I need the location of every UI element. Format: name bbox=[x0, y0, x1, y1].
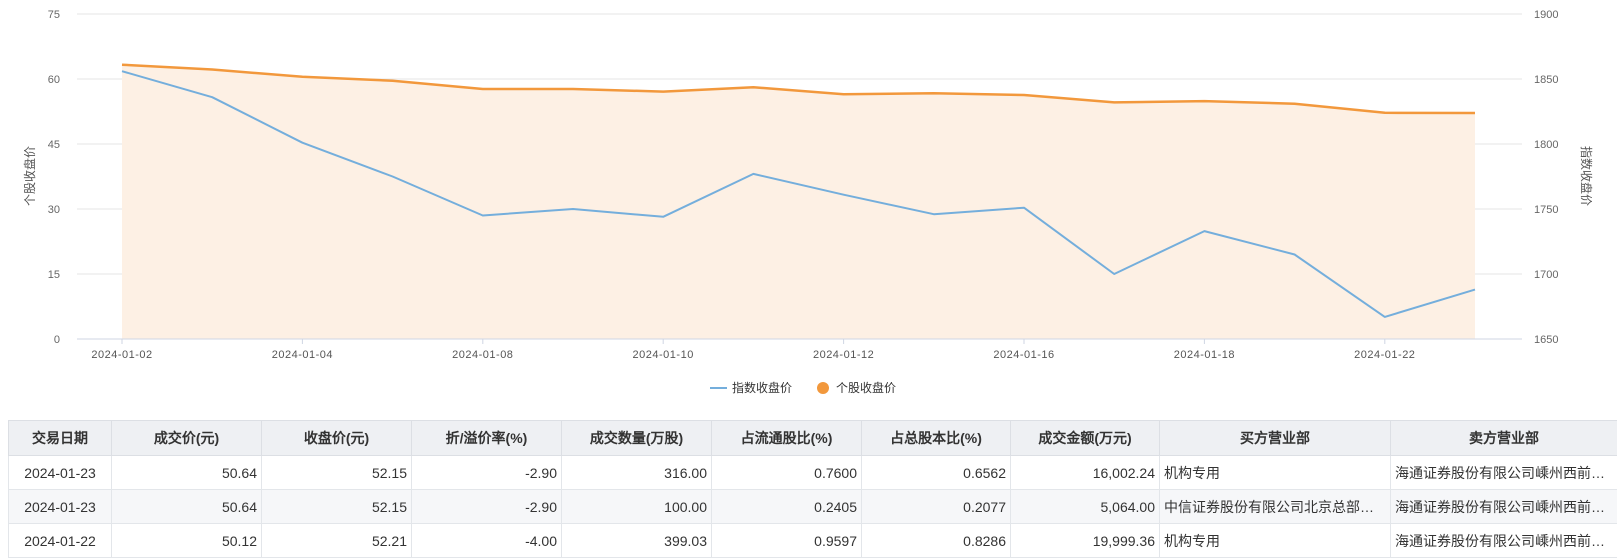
x-tick-label: 2024-01-02 bbox=[91, 349, 152, 361]
x-tick-label: 2024-01-16 bbox=[993, 349, 1054, 361]
legend-item-stock[interactable]: 个股收盘价 bbox=[817, 380, 896, 395]
y-right-tick-label: 1850 bbox=[1534, 74, 1558, 86]
table-cell: 0.7600 bbox=[712, 456, 862, 490]
column-header[interactable]: 买方营业部 bbox=[1160, 421, 1391, 456]
column-header[interactable]: 卖方营业部 bbox=[1391, 421, 1617, 456]
table-cell: -4.00 bbox=[412, 524, 562, 558]
table-cell: -2.90 bbox=[412, 456, 562, 490]
table-cell: 50.64 bbox=[112, 456, 262, 490]
column-header[interactable]: 占总股本比(%) bbox=[862, 421, 1011, 456]
y-right-tick-label: 1700 bbox=[1534, 269, 1558, 281]
table-cell: 0.2405 bbox=[712, 490, 862, 524]
table-cell: 16,002.24 bbox=[1011, 456, 1160, 490]
y-left-tick-label: 30 bbox=[48, 204, 60, 216]
y-left-tick-label: 75 bbox=[48, 9, 60, 21]
table-cell: 0.6562 bbox=[862, 456, 1011, 490]
legend-item-index[interactable]: 指数收盘价 bbox=[710, 380, 792, 395]
y-left-tick-label: 45 bbox=[48, 139, 60, 151]
table-cell: 海通证券股份有限公司嵊州西前街证券营业部 bbox=[1391, 524, 1617, 558]
table-cell: 2024-01-23 bbox=[9, 490, 112, 524]
y-left-tick-label: 15 bbox=[48, 269, 60, 281]
table-cell: 0.8286 bbox=[862, 524, 1011, 558]
block-trade-table: 交易日期成交价(元)收盘价(元)折/溢价率(%)成交数量(万股)占流通股比(%)… bbox=[8, 420, 1617, 558]
table-cell: 19,999.36 bbox=[1011, 524, 1160, 558]
table-cell: 5,064.00 bbox=[1011, 490, 1160, 524]
y-left-tick-label: 60 bbox=[48, 74, 60, 86]
table-cell: 316.00 bbox=[562, 456, 712, 490]
column-header[interactable]: 成交金额(万元) bbox=[1011, 421, 1160, 456]
column-header[interactable]: 交易日期 bbox=[9, 421, 112, 456]
y-right-tick-label: 1800 bbox=[1534, 139, 1558, 151]
chart-axes bbox=[77, 339, 1522, 344]
table-cell: 52.21 bbox=[262, 524, 412, 558]
legend-label-index: 指数收盘价 bbox=[732, 380, 792, 395]
table-cell: 52.15 bbox=[262, 456, 412, 490]
table-cell: 海通证券股份有限公司嵊州西前街证券营业部 bbox=[1391, 490, 1617, 524]
column-header[interactable]: 收盘价(元) bbox=[262, 421, 412, 456]
table-cell: 50.64 bbox=[112, 490, 262, 524]
table-cell: 399.03 bbox=[562, 524, 712, 558]
price-chart: 0 15 30 45 60 75 1650 1700 1750 1800 1850 1900 2024-… bbox=[0, 0, 1617, 410]
table-cell: 中信证券股份有限公司北京总部证券营业部 bbox=[1160, 490, 1391, 524]
x-tick-label: 2024-01-18 bbox=[1174, 349, 1235, 361]
y-axis-right-title: 指数收盘价 bbox=[1579, 146, 1594, 206]
x-tick-label: 2024-01-12 bbox=[813, 349, 874, 361]
table-cell: 52.15 bbox=[262, 490, 412, 524]
table-cell: 机构专用 bbox=[1160, 456, 1391, 490]
x-tick-label: 2024-01-10 bbox=[633, 349, 694, 361]
table-cell: -2.90 bbox=[412, 490, 562, 524]
y-right-tick-label: 1900 bbox=[1534, 9, 1558, 21]
x-tick-label: 2024-01-08 bbox=[452, 349, 513, 361]
column-header[interactable]: 折/溢价率(%) bbox=[412, 421, 562, 456]
table-cell: 0.2077 bbox=[862, 490, 1011, 524]
table-cell: 机构专用 bbox=[1160, 524, 1391, 558]
legend-label-stock: 个股收盘价 bbox=[836, 380, 896, 395]
chart-legend[interactable]: 指数收盘价 个股收盘价 bbox=[710, 380, 896, 395]
table-header-row: 交易日期成交价(元)收盘价(元)折/溢价率(%)成交数量(万股)占流通股比(%)… bbox=[9, 421, 1617, 456]
table-cell: 2024-01-23 bbox=[9, 456, 112, 490]
x-tick-label: 2024-01-22 bbox=[1354, 349, 1415, 361]
stock-area-fill bbox=[122, 65, 1475, 339]
table-cell: 海通证券股份有限公司嵊州西前街证券营业部 bbox=[1391, 456, 1617, 490]
y-right-tick-label: 1650 bbox=[1534, 334, 1558, 346]
y-axis-left-title: 个股收盘价 bbox=[22, 146, 37, 206]
column-header[interactable]: 成交数量(万股) bbox=[562, 421, 712, 456]
table-cell: 100.00 bbox=[562, 490, 712, 524]
column-header[interactable]: 成交价(元) bbox=[112, 421, 262, 456]
column-header[interactable]: 占流通股比(%) bbox=[712, 421, 862, 456]
legend-dot-icon bbox=[817, 382, 829, 394]
table-cell: 50.12 bbox=[112, 524, 262, 558]
table-cell: 2024-01-22 bbox=[9, 524, 112, 558]
y-right-tick-label: 1750 bbox=[1534, 204, 1558, 216]
stock-area bbox=[122, 65, 1475, 339]
y-left-tick-label: 0 bbox=[54, 334, 60, 346]
x-tick-label: 2024-01-04 bbox=[272, 349, 333, 361]
table-cell: 0.9597 bbox=[712, 524, 862, 558]
